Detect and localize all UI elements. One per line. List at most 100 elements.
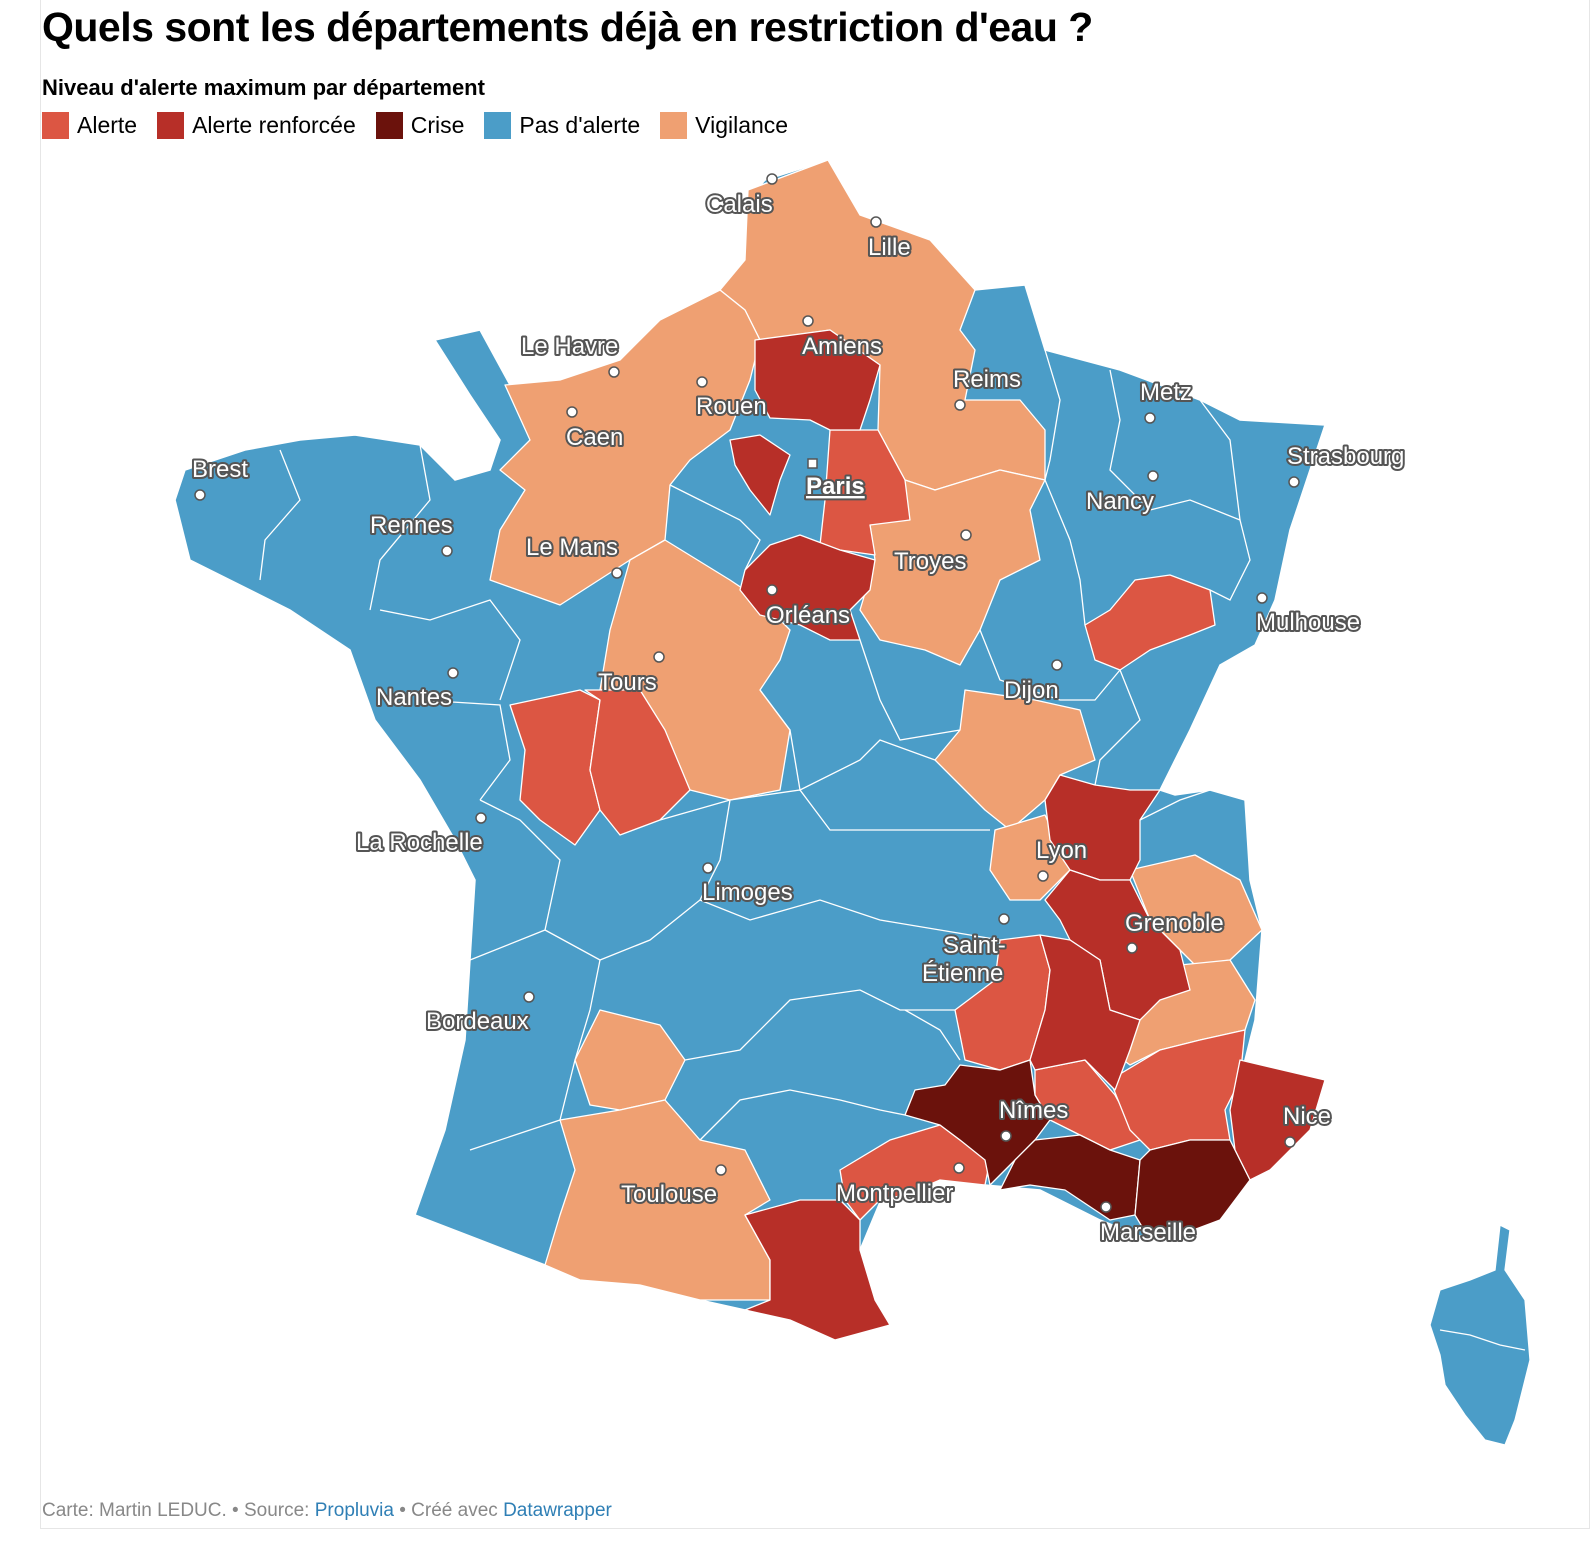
border-line — [469, 799, 561, 961]
dept-region — [1229, 1059, 1326, 1181]
zone-alerte — [509, 429, 1246, 1221]
legend-swatch-crise — [375, 112, 403, 139]
zone-vigilance — [489, 159, 1263, 1301]
city-dot — [870, 216, 882, 228]
city-dot — [1100, 1201, 1112, 1213]
city-label-lyon: Lyon — [1036, 837, 1087, 864]
dept-region — [584, 689, 691, 836]
city-dot — [954, 399, 966, 411]
city-label-mulhouse: Mulhouse — [1256, 609, 1360, 636]
border-line — [669, 484, 761, 571]
city-dot — [696, 376, 708, 388]
legend: Alerte Alerte renforcée Crise Pas d'aler… — [42, 112, 808, 139]
map-subtitle: Niveau d'alerte maximum par département — [42, 75, 485, 100]
legend-swatch-vigilance — [660, 112, 688, 139]
legend-label: Pas d'alerte — [519, 112, 641, 138]
city-label-rennes: Rennes — [370, 512, 453, 539]
border-line — [1109, 369, 1251, 601]
city-dot — [475, 812, 487, 824]
footer: Carte: Martin LEDUC. • Source: Propluvia… — [42, 1500, 612, 1522]
border-line — [419, 699, 511, 801]
border-line — [469, 959, 601, 1151]
city-dot — [998, 913, 1010, 925]
border-line — [699, 1089, 906, 1141]
city-dot — [1051, 659, 1063, 671]
source-link[interactable]: Propluvia — [314, 1500, 394, 1521]
corsica — [1429, 1224, 1531, 1446]
dept-region — [1029, 934, 1141, 1091]
city-dot — [1288, 476, 1300, 488]
corsica-border — [1439, 1329, 1526, 1351]
city-label-amiens: Amiens — [802, 333, 882, 360]
city-dot — [653, 651, 665, 663]
border-line — [979, 629, 1121, 701]
city-dot — [1256, 592, 1268, 604]
page-title: Quels sont les départements déjà en rest… — [42, 4, 1093, 50]
city-dot — [447, 667, 459, 679]
dept-region — [934, 689, 1096, 831]
city-label-limoges: Limoges — [702, 879, 793, 906]
city-dot — [1147, 470, 1159, 482]
legend-item-crise: Crise — [375, 112, 465, 139]
city-dot — [441, 545, 453, 557]
city-dot — [802, 315, 814, 327]
dept-region — [1109, 1029, 1246, 1151]
city-label-lille: Lille — [868, 234, 911, 261]
city-label-nice: Nice — [1283, 1103, 1331, 1130]
border-line — [1199, 399, 1241, 521]
city-label-calais: Calais — [706, 191, 773, 218]
city-label-dijon: Dijon — [1004, 677, 1059, 704]
border-line — [659, 789, 990, 831]
city-label-la-rochelle: La Rochelle — [356, 829, 483, 856]
dept-region — [904, 1059, 1051, 1186]
border-line — [1094, 669, 1141, 786]
border-line — [699, 899, 1001, 941]
border-line — [369, 444, 431, 611]
legend-item-alerte: Alerte — [42, 112, 137, 139]
border-line — [859, 639, 961, 741]
city-label-paris: Paris — [806, 473, 865, 500]
city-label-troyes: Troyes — [894, 548, 966, 575]
city-label-nancy: Nancy — [1086, 488, 1154, 515]
city-label-tours: Tours — [598, 669, 657, 696]
legend-label: Vigilance — [695, 112, 789, 138]
legend-label: Crise — [410, 112, 465, 138]
border-line — [1044, 349, 1086, 626]
city-label-le-mans: Le Mans — [526, 534, 618, 561]
footer-made-with: • Créé avec — [393, 1500, 504, 1521]
legend-swatch-pas-d-alerte — [484, 112, 512, 139]
zone-crise — [904, 1059, 1251, 1241]
city-dot — [566, 406, 578, 418]
border-line — [904, 1009, 961, 1061]
city-label-brest: Brest — [192, 456, 248, 483]
city-dot — [523, 991, 535, 1003]
dept-region — [999, 1134, 1141, 1221]
city-dot — [194, 489, 206, 501]
city-markers: Calais Lille Le Havre Amiens Reims Metz … — [190, 173, 1406, 1248]
border-line — [1139, 789, 1211, 821]
city-label-nantes: Nantes — [376, 684, 452, 711]
legend-item-vigilance: Vigilance — [660, 112, 788, 139]
border-line — [259, 449, 301, 581]
border-line — [544, 799, 731, 961]
city-dot — [1000, 1130, 1012, 1142]
dept-region — [729, 434, 791, 516]
city-label-bordeaux: Bordeaux — [426, 1008, 529, 1035]
city-label-strasbourg: Strasbourg — [1287, 443, 1404, 470]
border-line — [759, 689, 936, 791]
dept-region — [509, 689, 601, 846]
city-label-reims: Reims — [953, 366, 1021, 393]
dept-region — [754, 329, 881, 431]
dept-region — [1044, 774, 1161, 881]
city-label-saint-etienne: Saint- — [943, 932, 1006, 959]
datawrapper-link[interactable]: Datawrapper — [503, 1500, 612, 1521]
dept-region — [819, 429, 911, 556]
city-dot — [1126, 942, 1138, 954]
city-label-saint-etienne-2: Étienne — [922, 960, 1003, 987]
legend-item-pas-d-alerte: Pas d'alerte — [484, 112, 640, 139]
city-label-caen: Caen — [566, 424, 623, 451]
legend-item-alerte-renforcee: Alerte renforcée — [157, 112, 356, 139]
dept-region — [744, 1199, 891, 1341]
city-label-metz: Metz — [1140, 379, 1192, 406]
